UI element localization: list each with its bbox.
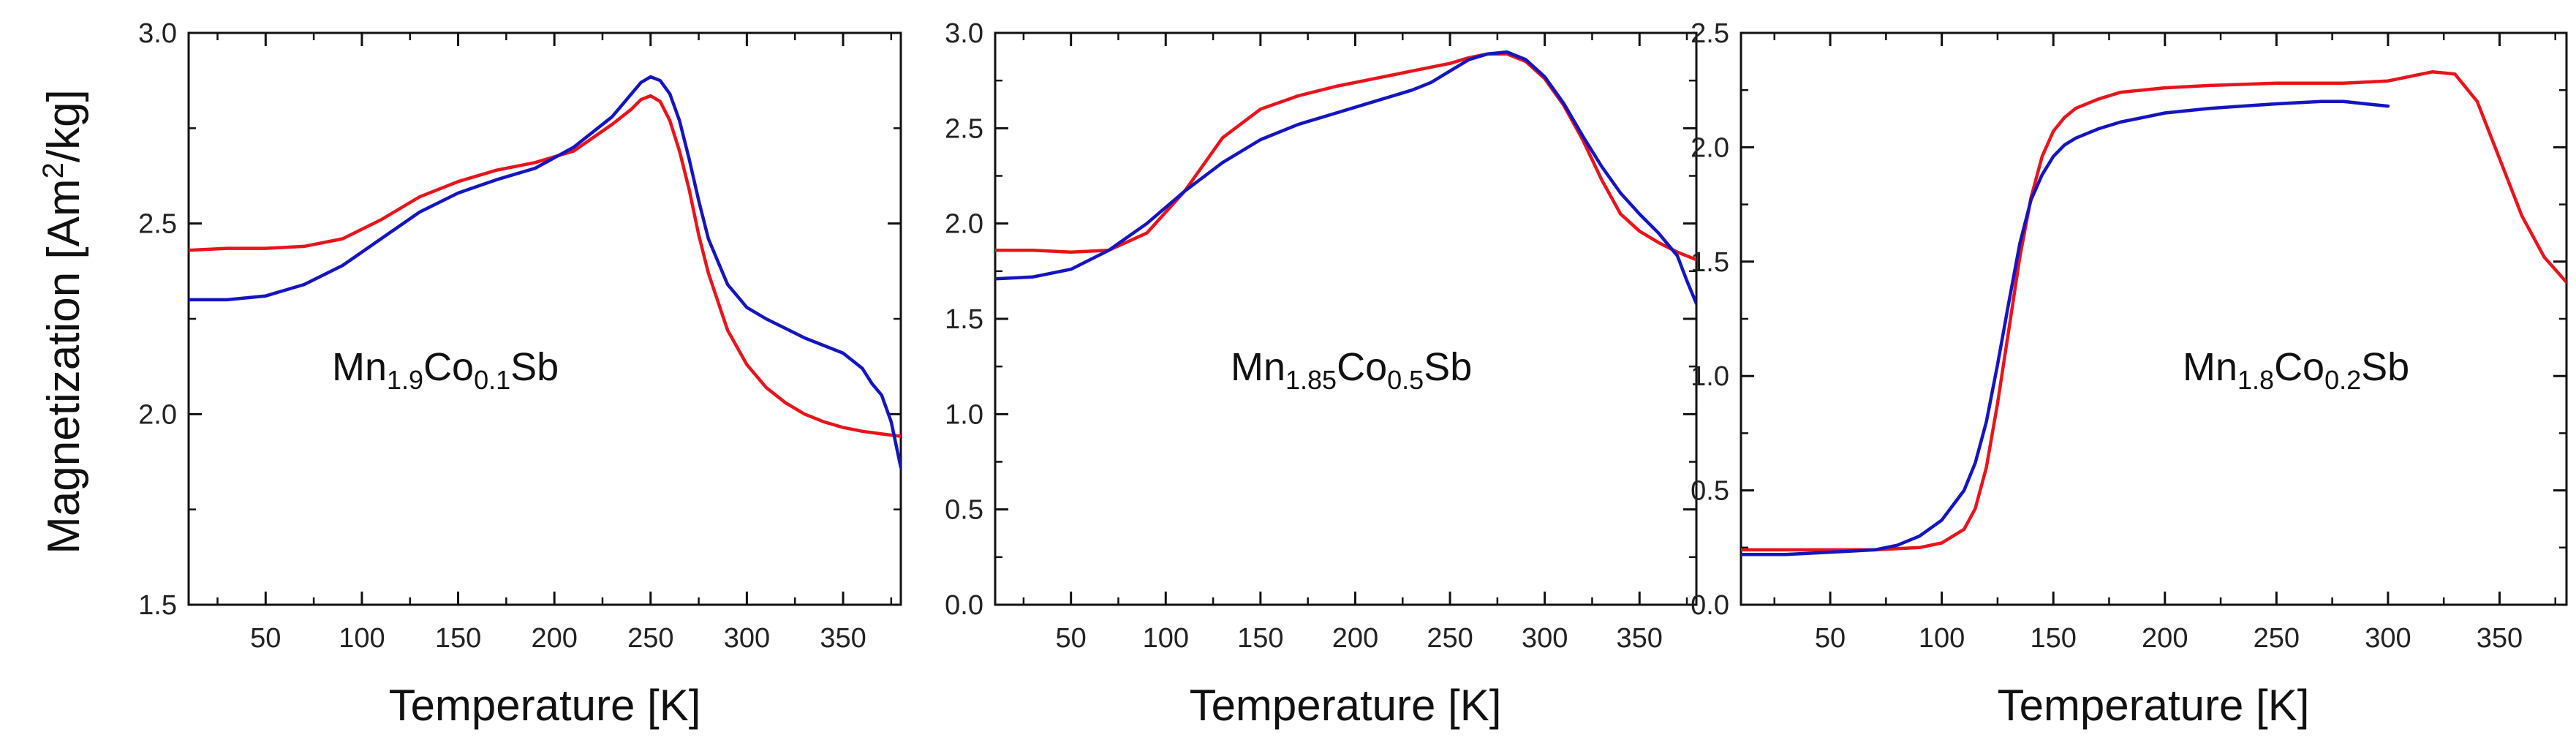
series-line-blue: [189, 75, 901, 469]
x-tick-label: 350: [820, 623, 866, 654]
chart-panel-mn185-co05-sb: 50 100 150 200 250 300 350 0.0 0.5 1.0 1.5 2.0 2.5 3.…: [945, 18, 1698, 730]
x-tick-label: 200: [1332, 623, 1378, 654]
compound-annotation: Mn1.8Co0.2Sb: [2183, 345, 2409, 395]
y-tick-label: 1.0: [1691, 361, 1729, 392]
plot-frame: [1740, 31, 2568, 606]
x-tick-label: 50: [1056, 623, 1087, 654]
x-tick-label: 100: [1919, 623, 1965, 654]
chart-panel-mn18-co02-sb: 50 100 150 200 250 300 350 0.0 0.5 1.0 1.5 2.0 2.5 Te…: [1691, 18, 2568, 730]
x-tick-label: 150: [1237, 623, 1283, 654]
x-tick-label: 250: [627, 623, 673, 654]
x-axis-title: Temperature [K]: [1998, 681, 2310, 730]
y-tick-label: 3.0: [138, 18, 177, 49]
x-tick-label: 100: [339, 623, 385, 654]
y-tick-label: 2.0: [945, 209, 983, 240]
x-tick-label: 100: [1143, 623, 1189, 654]
y-tick-label: 3.0: [945, 18, 983, 49]
y-axis-title: Magnetization [Am2/kg]: [37, 89, 89, 554]
y-tick-label: 2.5: [945, 113, 983, 144]
x-tick-label: 200: [531, 623, 577, 654]
y-tick-label: 2.0: [1691, 132, 1729, 163]
x-tick-label: 50: [250, 623, 281, 654]
y-tick-label: 2.0: [138, 399, 177, 430]
x-tick-label: 250: [1427, 623, 1473, 654]
chart-panel-mn19-co01-sb: 50 100 150 200 250 300 350 1.5 2.0 2.5 3.0 Temperat…: [138, 18, 902, 730]
x-tick-label: 300: [2365, 623, 2411, 654]
x-axis-title: Temperature [K]: [1190, 681, 1502, 730]
series-line-red: [189, 94, 901, 438]
series-line-blue: [995, 50, 1696, 306]
compound-annotation: Mn1.85Co0.5Sb: [1231, 345, 1472, 395]
x-tick-label: 50: [1815, 623, 1846, 654]
series-line-red: [1741, 69, 2566, 552]
y-tick-label: 1.5: [1691, 247, 1729, 278]
y-tick-label: 2.5: [1691, 18, 1729, 49]
x-tick-label: 300: [724, 623, 770, 654]
y-tick-label: 1.5: [945, 304, 983, 335]
series-line-red: [995, 52, 1696, 262]
compound-annotation: Mn1.9Co0.1Sb: [332, 345, 559, 395]
plot-frame: [994, 31, 1698, 606]
y-tick-label: 0.0: [945, 590, 983, 621]
y-tick-label: 0.5: [1691, 476, 1729, 507]
x-tick-label: 200: [2142, 623, 2188, 654]
x-axis-title: Temperature [K]: [389, 681, 701, 730]
x-tick-label: 350: [2477, 623, 2523, 654]
y-tick-label: 1.0: [945, 399, 983, 430]
x-tick-label: 300: [1522, 623, 1568, 654]
x-tick-label: 250: [2254, 623, 2300, 654]
y-tick-label: 1.5: [138, 590, 177, 621]
plot-frame: [187, 31, 902, 606]
y-tick-label: 2.5: [138, 209, 177, 240]
x-tick-label: 350: [1617, 623, 1663, 654]
x-tick-label: 150: [2030, 623, 2076, 654]
series-line-blue: [1741, 99, 2390, 556]
y-tick-label: 0.5: [945, 495, 983, 526]
x-tick-label: 150: [435, 623, 481, 654]
y-tick-label: 0.0: [1691, 590, 1729, 621]
